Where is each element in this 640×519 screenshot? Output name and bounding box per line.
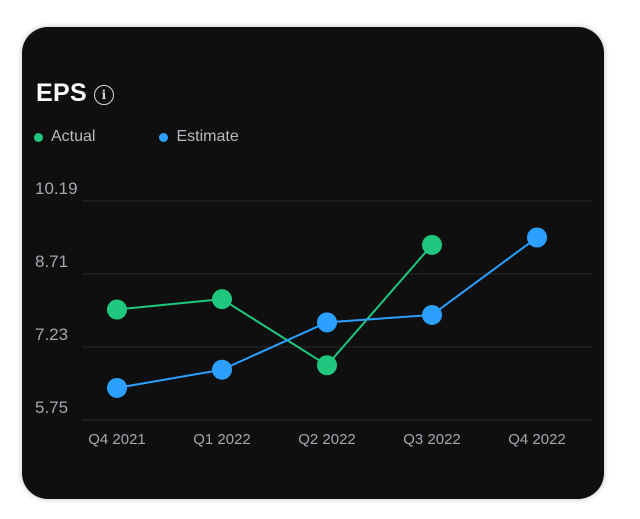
y-tick-label: 5.75 — [35, 398, 68, 417]
data-point-actual — [212, 289, 232, 310]
x-tick-label: Q1 2022 — [193, 431, 251, 448]
series-line-actual — [116, 244, 433, 367]
x-tick-label: Q2 2022 — [298, 431, 356, 448]
eps-card: EPS i Actual Estimate 10.19 8.71 7.23 5.75 Q… — [22, 27, 604, 499]
data-point-estimate — [527, 227, 547, 248]
y-tick-label: 8.71 — [35, 252, 68, 271]
x-tick-label: Q3 2022 — [403, 431, 461, 448]
y-tick-label: 10.19 — [35, 179, 78, 198]
data-point-estimate — [212, 359, 232, 380]
legend-label-estimate: Estimate — [176, 128, 239, 145]
x-tick-label: Q4 2021 — [88, 431, 146, 448]
data-point-actual — [107, 299, 127, 320]
legend-label-actual: Actual — [51, 128, 96, 145]
legend-dot-estimate — [159, 132, 169, 142]
legend-dot-actual — [34, 132, 43, 142]
x-tick-label: Q4 2022 — [508, 431, 566, 448]
legend: Actual Estimate — [34, 128, 239, 146]
eps-line-chart: 10.19 8.71 7.23 5.75 Q4 2021 Q1 2022 Q2 2022 Q3… — [35, 179, 592, 448]
data-point-actual — [317, 355, 337, 376]
legend-item-estimate[interactable]: Estimate — [159, 128, 239, 146]
data-point-actual — [422, 234, 442, 255]
info-icon[interactable]: i — [93, 85, 114, 105]
y-tick-label: 7.23 — [35, 325, 68, 344]
data-point-estimate — [422, 304, 442, 325]
title-row: EPS i — [36, 79, 114, 108]
data-point-estimate — [317, 312, 337, 333]
chart-title: EPS — [36, 79, 87, 107]
legend-item-actual[interactable]: Actual — [34, 128, 95, 146]
data-point-estimate — [107, 377, 127, 398]
